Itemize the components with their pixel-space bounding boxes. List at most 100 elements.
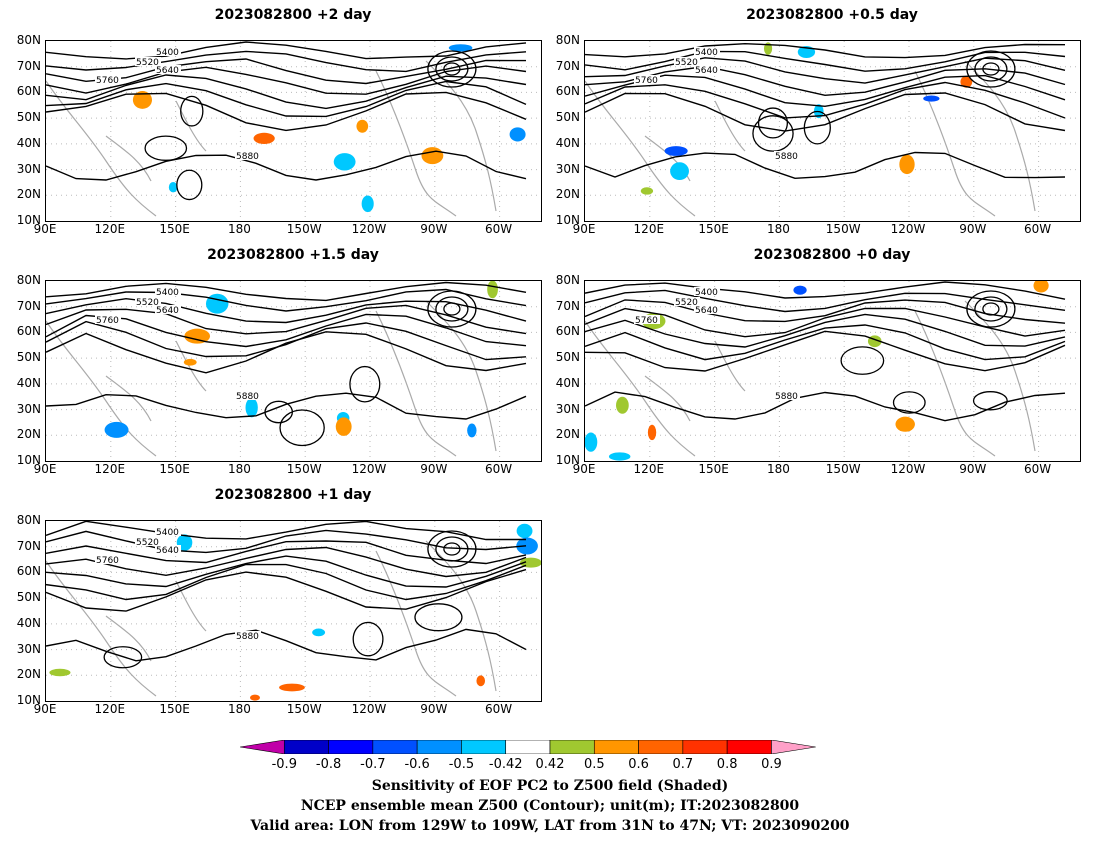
contour-label-bg: [95, 75, 121, 84]
lon-label: 150E: [159, 702, 190, 716]
contour-label: 5640: [156, 66, 179, 76]
lon-label: 90W: [959, 222, 987, 236]
lat-label: 50N: [16, 350, 41, 365]
lat-label: 40N: [16, 375, 41, 390]
contour-label-bg: [235, 631, 261, 640]
z500-contour: [180, 95, 204, 127]
contour-label-bg: [155, 65, 181, 74]
lat-label: 70N: [16, 58, 41, 73]
contour-label: 5880: [775, 392, 798, 402]
contour-label-bg: [155, 545, 181, 554]
z500-contour: [144, 135, 188, 161]
map-panel-3: 5400 5520 5640 5760 5880: [45, 280, 542, 462]
lat-label: 30N: [16, 161, 41, 176]
lat-label: 70N: [555, 298, 580, 313]
contour-label: 5400: [695, 48, 718, 58]
sensitivity-patch: [361, 195, 374, 213]
colorbar-label: -0.42: [488, 757, 523, 772]
lon-label: 150E: [698, 462, 729, 476]
z500-contour: [585, 42, 1066, 59]
contour-label: 5520: [136, 58, 159, 68]
contour-label: 5400: [156, 288, 179, 298]
lat-label: 70N: [16, 538, 41, 553]
sensitivity-patch: [899, 154, 915, 175]
z500-contour: [427, 290, 477, 328]
z500-contour: [585, 65, 1066, 97]
lat-label: 80N: [16, 33, 41, 47]
footer-line-1: Sensitivity of EOF PC2 to Z500 field (Sh…: [371, 778, 729, 794]
contour-label: 5880: [775, 152, 798, 162]
lon-label: 180: [227, 222, 251, 236]
colorbar-swatch: [505, 740, 551, 754]
lat-label: 80N: [16, 513, 41, 527]
sensitivity-patch: [245, 397, 258, 418]
lon-label: 90E: [33, 702, 57, 716]
colorbar-swatch: [593, 740, 639, 754]
colorbar-arrow-right: [771, 740, 816, 754]
contour-label-bg: [674, 57, 700, 66]
lon-label: 120E: [633, 462, 665, 476]
lat-label: 60N: [555, 324, 580, 339]
lat-label: 60N: [16, 564, 41, 579]
contour-label: 5640: [156, 546, 179, 556]
z500-contour: [443, 62, 461, 76]
lon-label: 150W: [286, 702, 322, 716]
lon-label: 60W: [485, 702, 513, 716]
contour-label: 5760: [635, 76, 658, 86]
colorbar-label: 0.6: [628, 757, 649, 772]
contour-label-bg: [155, 305, 181, 314]
z500-contour: [585, 391, 1066, 422]
lat-label: 70N: [555, 58, 580, 73]
z500-contour: [46, 288, 527, 312]
contour-label: 5640: [156, 306, 179, 316]
lat-label: 50N: [16, 110, 41, 125]
lat-label: 10N: [16, 693, 41, 707]
colorbar-swatch: [638, 740, 684, 754]
contour-label-bg: [155, 527, 181, 536]
lat-label: 40N: [555, 135, 580, 150]
contour-label: 5760: [96, 556, 119, 566]
contour-label-bg: [634, 315, 660, 324]
contour-label: 5880: [236, 392, 259, 402]
colorbar-swatch: [461, 740, 507, 754]
colorbar-label: 0.7: [672, 757, 694, 772]
colorbar-label: 0.9: [761, 757, 782, 772]
lon-label: 90W: [420, 222, 448, 236]
sensitivity-patch: [448, 44, 473, 52]
z500-contour: [982, 302, 1000, 316]
lat-label: 50N: [555, 110, 580, 125]
z500-contour: [585, 289, 1066, 313]
colorbar-label: -0.7: [360, 757, 386, 772]
z500-contour: [585, 324, 1066, 361]
map-panel-5: 5400 5520 5640 5760 5880: [45, 520, 542, 702]
lon-label: 120W: [351, 462, 387, 476]
colorbar-swatch: [416, 740, 462, 754]
z500-contour: [757, 107, 789, 139]
z500-contour: [585, 81, 1066, 119]
z500-contour: [46, 628, 527, 662]
contour-label-bg: [135, 297, 161, 306]
coastline: [46, 60, 497, 217]
z500-contour: [46, 65, 527, 95]
z500-contour: [974, 296, 1008, 322]
contour-label: 5400: [156, 528, 179, 538]
panel-title-2: 2023082800 +0.5 day: [746, 7, 918, 23]
map-panel-1: 5400 5520 5640 5760 5880: [45, 40, 542, 222]
map-panel-4: 5400 5520 5640 5760 5880: [584, 280, 1081, 462]
colorbar-label: 0.8: [716, 757, 738, 772]
contour-label-bg: [135, 57, 161, 66]
z500-contour: [46, 58, 527, 85]
sensitivity-patch: [104, 421, 129, 438]
contour-label-bg: [774, 151, 800, 160]
contour-label: 5640: [695, 306, 718, 316]
z500-contour: [974, 56, 1008, 82]
sensitivity-patch: [312, 628, 326, 637]
colorbar-arrow-left: [240, 740, 285, 754]
lon-label: 120E: [94, 222, 126, 236]
lat-label: 10N: [555, 213, 580, 227]
sensitivity-patch: [516, 523, 533, 539]
z500-contour: [752, 115, 794, 152]
